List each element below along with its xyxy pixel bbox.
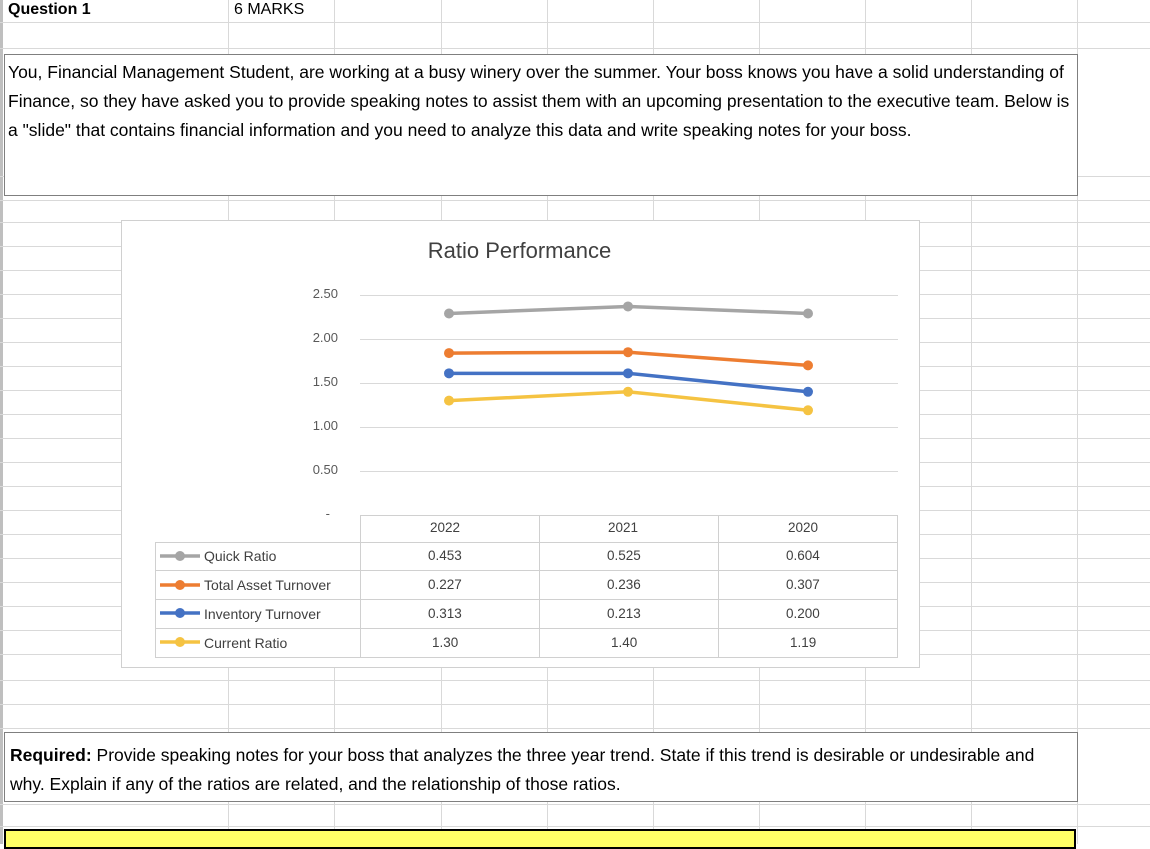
legend-swatch-marker-2 bbox=[175, 608, 185, 618]
table-cell: 0.227 bbox=[428, 577, 462, 592]
data-point-2-2 bbox=[803, 386, 813, 397]
chart-gridline bbox=[360, 339, 898, 340]
data-point-0-2 bbox=[803, 308, 813, 319]
sheet-left-edge bbox=[0, 0, 3, 844]
table-line bbox=[155, 628, 898, 629]
required-text: Required: Provide speaking notes for you… bbox=[10, 741, 1070, 799]
table-line bbox=[897, 515, 898, 657]
grid-row-line bbox=[0, 728, 1150, 729]
table-line bbox=[155, 542, 156, 657]
legend-label-total-asset-turnover: Total Asset Turnover bbox=[204, 577, 331, 593]
legend-swatch-marker-0 bbox=[175, 551, 185, 561]
legend-label-current-ratio: Current Ratio bbox=[204, 635, 288, 651]
chart-gridline bbox=[360, 383, 898, 384]
marks-label[interactable]: 6 MARKS bbox=[234, 1, 305, 18]
answer-box[interactable] bbox=[4, 829, 1076, 849]
chart-gridline bbox=[360, 427, 898, 428]
legend-label-quick-ratio: Quick Ratio bbox=[204, 548, 277, 564]
table-line bbox=[155, 542, 898, 543]
data-point-3-2 bbox=[803, 405, 813, 416]
data-point-2-1 bbox=[623, 368, 633, 379]
table-cell: 1.30 bbox=[432, 635, 459, 650]
data-point-3-0 bbox=[444, 395, 454, 406]
table-line bbox=[155, 570, 898, 571]
y-tick-label: 1.00 bbox=[312, 418, 338, 433]
data-point-0-1 bbox=[623, 301, 633, 312]
data-point-2-0 bbox=[444, 368, 454, 379]
grid-column-line bbox=[1077, 0, 1078, 844]
table-cell: 1.40 bbox=[611, 635, 638, 650]
table-line bbox=[718, 515, 719, 657]
data-point-1-2 bbox=[803, 360, 813, 371]
table-cell: 0.213 bbox=[607, 606, 641, 621]
chart-title: Ratio Performance bbox=[427, 238, 612, 263]
chart-area[interactable] bbox=[121, 220, 920, 668]
legend-label-inventory-turnover: Inventory Turnover bbox=[204, 606, 321, 622]
data-point-3-1 bbox=[623, 386, 633, 397]
table-cell: 0.453 bbox=[428, 548, 462, 563]
table-line bbox=[360, 515, 361, 657]
data-point-0-0 bbox=[444, 308, 454, 319]
required-label: Required: bbox=[10, 745, 92, 765]
chart-gridline bbox=[360, 295, 898, 296]
grid-row-line bbox=[0, 48, 1150, 49]
grid-row-line bbox=[0, 680, 1150, 681]
data-point-1-0 bbox=[444, 348, 454, 359]
legend-swatch-marker-1 bbox=[175, 580, 185, 590]
table-line bbox=[360, 515, 898, 516]
grid-row-line bbox=[0, 804, 1150, 805]
required-text-box[interactable] bbox=[4, 732, 1078, 802]
table-cell: 0.313 bbox=[428, 606, 462, 621]
y-tick-label: 0.50 bbox=[312, 462, 338, 477]
y-tick-label: 1.50 bbox=[312, 374, 338, 389]
y-tick-label: 2.50 bbox=[312, 286, 338, 301]
table-cell: 0.525 bbox=[607, 548, 641, 563]
table-cell: 0.236 bbox=[607, 577, 641, 592]
table-line bbox=[155, 657, 898, 658]
grid-column-line bbox=[971, 0, 972, 844]
required-body: Provide speaking notes for your boss tha… bbox=[10, 745, 1035, 794]
table-cell: 0.307 bbox=[786, 577, 820, 592]
chart-gridline bbox=[360, 471, 898, 472]
grid-row-line bbox=[0, 826, 1150, 827]
y-tick-label: - bbox=[325, 506, 330, 521]
table-line bbox=[539, 515, 540, 657]
grid-row-line bbox=[0, 704, 1150, 705]
data-point-1-1 bbox=[623, 347, 633, 358]
intro-text: You, Financial Management Student, are w… bbox=[8, 62, 1070, 140]
question-label[interactable]: Question 1 bbox=[8, 1, 91, 18]
grid-row-line bbox=[0, 22, 1150, 23]
grid-row-line bbox=[0, 200, 1150, 201]
table-cell: 0.200 bbox=[786, 606, 820, 621]
intro-text-box[interactable] bbox=[4, 54, 1078, 196]
table-header-year: 2020 bbox=[788, 520, 819, 535]
table-header-year: 2022 bbox=[430, 520, 461, 535]
legend-swatch-marker-3 bbox=[175, 637, 185, 647]
table-header-year: 2021 bbox=[608, 520, 639, 535]
table-line bbox=[155, 599, 898, 600]
table-cell: 1.19 bbox=[790, 635, 817, 650]
y-tick-label: 2.00 bbox=[312, 330, 338, 345]
table-cell: 0.604 bbox=[786, 548, 820, 563]
